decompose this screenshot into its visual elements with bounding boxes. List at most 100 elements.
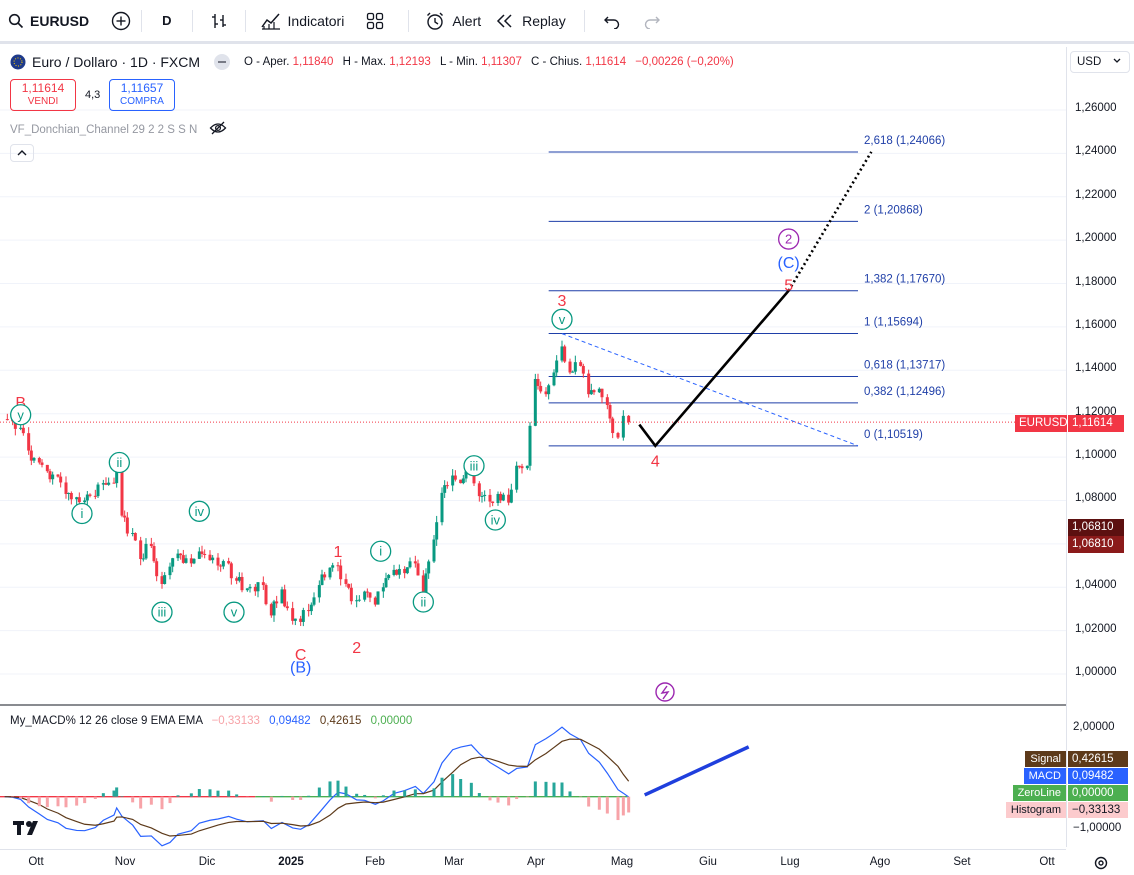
wave-label: v xyxy=(224,602,244,622)
wave-text: 3 xyxy=(558,293,567,310)
histogram-bar xyxy=(622,797,625,816)
candle xyxy=(537,374,540,390)
fib-level-label: 1 (1,15694) xyxy=(864,317,923,329)
macd-tag-value: 0,42615 xyxy=(1068,751,1128,767)
candle xyxy=(617,432,620,439)
macd-tag-value: 0,00000 xyxy=(1068,785,1128,801)
symbol-search[interactable]: EURUSD xyxy=(8,0,89,43)
candle xyxy=(382,583,385,598)
wave-text: (B) xyxy=(290,659,311,676)
histogram-bar xyxy=(470,783,473,797)
histogram-bar xyxy=(27,797,30,804)
replay-label: Replay xyxy=(522,13,566,29)
candle xyxy=(163,572,166,584)
price-tick: 1,08000 xyxy=(1075,492,1117,504)
histogram-bar xyxy=(94,797,97,799)
fib-level-label: 1,382 (1,17670) xyxy=(864,274,945,286)
candle xyxy=(97,482,100,498)
tradingview-logo xyxy=(13,819,45,837)
change-value: −0,00226 (−0,20%) xyxy=(635,56,733,68)
candle xyxy=(579,360,582,366)
candle xyxy=(113,478,116,484)
currency-label: USD xyxy=(1077,56,1101,68)
histogram-bar xyxy=(299,797,302,800)
compare-button[interactable] xyxy=(111,0,131,43)
histogram-bar xyxy=(38,797,41,807)
candle xyxy=(483,490,486,501)
histogram-bar xyxy=(65,797,68,808)
wave-label: 1 xyxy=(334,544,343,561)
price-tick: 1,10000 xyxy=(1075,449,1117,461)
price-tick: 1,24000 xyxy=(1075,145,1117,157)
wave-label: y xyxy=(11,405,31,425)
candle xyxy=(65,476,68,498)
wave-label: 5 xyxy=(784,278,793,295)
open-label: O - Aper. xyxy=(244,56,289,68)
candle xyxy=(561,341,564,363)
candle xyxy=(105,477,108,485)
indicators-button[interactable]: Indicatori xyxy=(260,0,345,43)
candle xyxy=(347,583,350,589)
buy-button[interactable]: 1,11657 COMPRA xyxy=(109,79,175,111)
candle xyxy=(563,345,566,363)
search-icon xyxy=(8,13,24,29)
candle xyxy=(33,457,36,463)
donchian-indicator-legend[interactable]: VF_Donchian_Channel 29 2 2 S S N xyxy=(10,121,227,136)
histogram-bar xyxy=(307,796,310,797)
wave-projection[interactable] xyxy=(639,152,871,446)
replay-button[interactable]: Replay xyxy=(495,0,566,43)
candle xyxy=(201,546,204,558)
price-chart[interactable]: 2,618 (1,24066)2 (1,20868)1,382 (1,17670… xyxy=(0,47,1066,849)
fib-level-label: 0,382 (1,12496) xyxy=(864,386,945,398)
candle xyxy=(209,550,212,561)
time-tick: Ott xyxy=(1039,856,1054,868)
histogram-bar xyxy=(451,774,454,797)
histogram-bar xyxy=(262,796,265,797)
candle xyxy=(571,371,574,373)
candle xyxy=(590,384,593,395)
histogram-bar xyxy=(478,793,481,797)
alert-button[interactable]: Alert xyxy=(425,0,481,43)
wave-label: iv xyxy=(485,510,505,530)
eye-off-icon[interactable] xyxy=(209,121,227,135)
settings-icon[interactable] xyxy=(1093,855,1109,871)
time-tick: Giu xyxy=(699,856,717,868)
candle xyxy=(169,563,172,580)
candle xyxy=(307,604,310,617)
candle xyxy=(302,608,305,626)
macd-tag-value: −0,33133 xyxy=(1068,802,1128,818)
templates-button[interactable] xyxy=(366,0,384,43)
histogram-bar xyxy=(617,797,620,820)
collapse-legend-button[interactable] xyxy=(10,144,34,162)
wave-label: (B) xyxy=(290,659,311,676)
chart-type-button[interactable] xyxy=(209,0,229,43)
bars-chart-icon xyxy=(209,11,229,31)
donchian-indicator-name: VF_Donchian_Channel 29 2 2 S S N xyxy=(10,124,197,136)
toolbar-divider xyxy=(584,10,585,32)
histogram-bar xyxy=(19,797,22,799)
candle xyxy=(153,542,156,563)
wave-text: ii xyxy=(116,455,122,470)
candle xyxy=(363,591,366,602)
sell-button[interactable]: 1,11614 VENDI xyxy=(10,79,76,111)
close-value: 1,11614 xyxy=(585,56,626,68)
histogram-bar xyxy=(198,789,201,797)
currency-button[interactable]: USD xyxy=(1070,51,1130,73)
redo-button[interactable] xyxy=(643,0,661,43)
undo-button[interactable] xyxy=(603,0,621,43)
plus-circle-icon xyxy=(111,11,131,31)
candle xyxy=(387,574,390,580)
wave-text: (C) xyxy=(778,255,800,272)
macd-tag-label: MACD xyxy=(1024,768,1066,784)
histogram-bar xyxy=(139,797,142,809)
wave-label: iv xyxy=(189,501,209,521)
candle xyxy=(555,355,558,377)
macd-legend[interactable]: My_MACD% 12 26 close 9 EMA EMA −0,33133 … xyxy=(10,715,412,727)
wave-text: 5 xyxy=(784,278,793,295)
histogram-bar xyxy=(131,797,134,803)
candle xyxy=(510,484,513,503)
candle xyxy=(518,466,521,469)
interval-button[interactable]: D xyxy=(162,0,171,43)
